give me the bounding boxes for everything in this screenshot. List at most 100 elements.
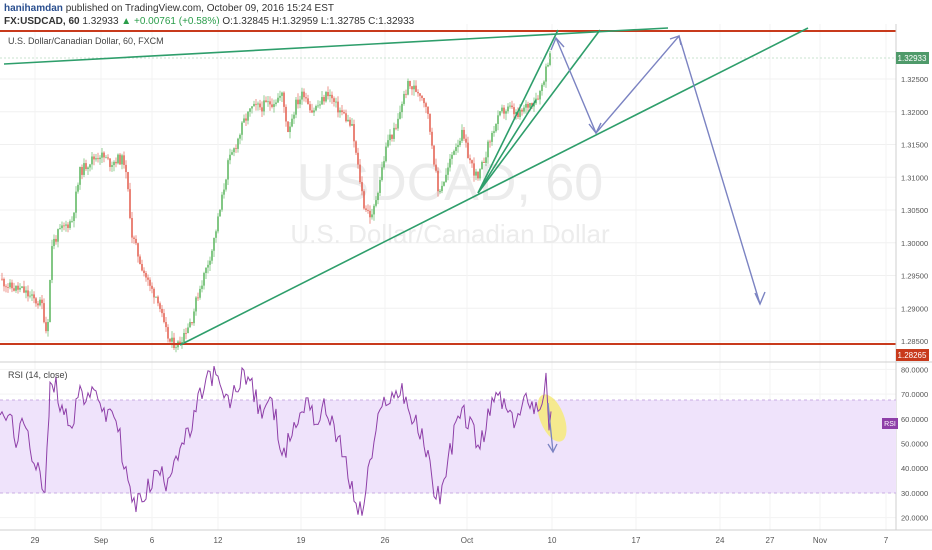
candle-body (85, 163, 87, 170)
candle-body (287, 121, 289, 133)
candle-body (267, 101, 269, 103)
support-price-badge: 1.28265 (896, 349, 929, 361)
candle-body (345, 113, 347, 122)
candle-body (381, 167, 383, 181)
candle-body (23, 286, 25, 293)
candle-body (401, 103, 403, 113)
candle-body (175, 347, 177, 349)
candle-body (15, 285, 17, 291)
candle-body (223, 189, 225, 195)
candle-body (465, 138, 467, 143)
candle-body (509, 105, 511, 107)
candle-body (251, 106, 253, 109)
candle-body (357, 152, 359, 165)
candle-body (295, 99, 297, 115)
candle-body (427, 106, 429, 114)
candle-body (5, 286, 7, 288)
projection-path[interactable] (550, 34, 766, 306)
author-name[interactable]: hanihamdan (4, 3, 63, 14)
arrowhead-1 (550, 36, 565, 51)
candle-body (533, 103, 535, 107)
time-tick-label: Oct (461, 536, 474, 545)
candle-body (35, 298, 37, 304)
candle-body (507, 106, 509, 112)
candle-body (89, 164, 91, 168)
candle-body (221, 194, 223, 210)
candle-body (479, 169, 481, 179)
candle-body (59, 228, 61, 230)
rsi-line (0, 365, 552, 516)
candle-body (173, 337, 175, 349)
price-pane-label: U.S. Dollar/Canadian Dollar, 60, FXCM (8, 36, 164, 46)
candle-body (191, 322, 193, 324)
candle-body (409, 80, 411, 87)
candle-body (275, 102, 277, 105)
price-tick-label: 1.31500 (901, 141, 928, 150)
chart-header: hanihamdan published on TradingView.com,… (0, 0, 932, 32)
candle-body (477, 171, 479, 179)
symbol-name[interactable]: FX:USDCAD, 60 (4, 16, 80, 27)
candle-body (17, 285, 19, 290)
candle-body (459, 140, 461, 146)
candle-body (183, 333, 185, 342)
rsi-down-arrow[interactable] (547, 402, 558, 454)
support-tag-bg (896, 349, 929, 361)
candle-body (337, 101, 339, 113)
candlestick-series (1, 50, 551, 353)
candle-body (305, 97, 307, 99)
time-axis: 29 Sep 6 12 19 26 Oct 10 17 24 27 Nov 7 (31, 536, 889, 545)
candle-body (493, 131, 495, 133)
trend-lines[interactable] (3, 27, 809, 346)
candle-body (147, 277, 149, 280)
candle-body (139, 256, 141, 265)
rsi-highlight-marker[interactable] (532, 390, 573, 445)
candle-body (531, 102, 533, 107)
candle-body (457, 145, 459, 148)
candle-body (95, 158, 97, 160)
candle-body (163, 313, 165, 323)
candle-body (423, 98, 425, 104)
rsi-arrow-shaft (547, 402, 554, 453)
candle-body (463, 129, 465, 139)
price-change: ▲ +0.00761 (+0.58%) (121, 16, 220, 27)
candle-body (111, 165, 113, 167)
candle-body (135, 238, 137, 244)
candle-body (51, 246, 53, 280)
candle-body (339, 110, 341, 113)
candle-body (495, 123, 497, 132)
rsi-arrow-head (547, 443, 558, 454)
support-tag: 1.28265 (898, 351, 927, 360)
candle-body (55, 238, 57, 242)
candle-body (161, 308, 163, 314)
candle-body (21, 286, 23, 288)
candle-body (285, 106, 287, 122)
rsi-tick-label: 40.0000 (901, 464, 928, 473)
time-tick-label: 29 (31, 536, 40, 545)
candle-body (259, 103, 261, 108)
candle-body (365, 208, 367, 210)
candle-body (3, 278, 5, 287)
candle-body (375, 200, 377, 206)
last-price: 1.32933 (82, 16, 119, 27)
rsi-tick-label: 80.0000 (901, 365, 928, 374)
candle-body (131, 218, 133, 238)
candle-body (11, 282, 13, 289)
time-tick-label: 10 (548, 536, 557, 545)
candle-body (27, 290, 29, 297)
candle-body (455, 147, 457, 152)
candle-body (513, 107, 515, 115)
candle-body (519, 109, 521, 117)
candle-body (217, 216, 219, 232)
candle-body (349, 119, 351, 126)
candle-body (549, 53, 551, 65)
rsi-pane-label: RSI (14, close) (8, 370, 68, 380)
candle-body (195, 297, 197, 312)
candle-body (481, 161, 483, 170)
candle-body (193, 311, 195, 324)
candle-body (403, 93, 405, 104)
candle-body (87, 167, 89, 170)
candle-body (309, 104, 311, 111)
candle-body (227, 160, 229, 180)
candle-body (379, 180, 381, 193)
